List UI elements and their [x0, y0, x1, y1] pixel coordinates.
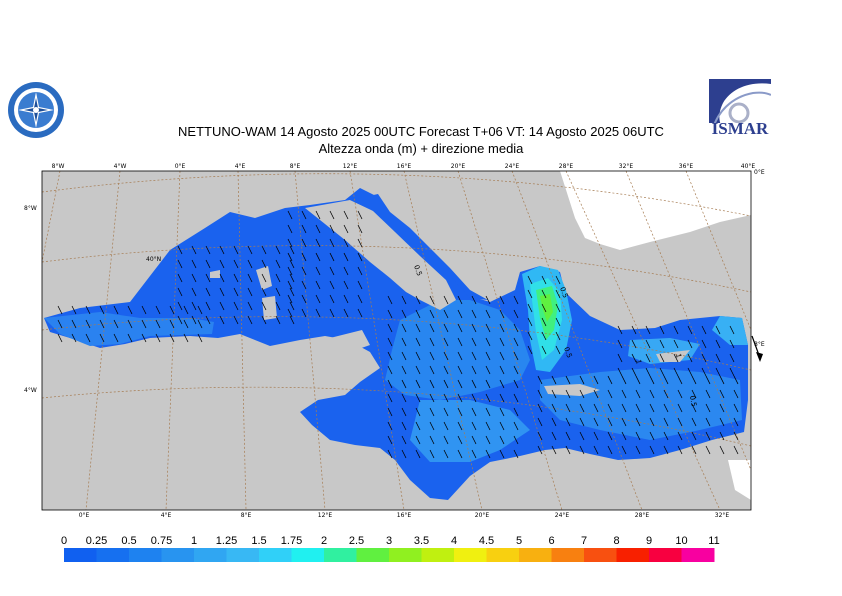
- legend-swatch: [681, 548, 715, 562]
- legend-value: 10: [675, 535, 687, 547]
- legend-swatch: [649, 548, 682, 562]
- legend-value: 4: [451, 535, 457, 547]
- legend-value: 3: [386, 535, 392, 547]
- contour-label: 1: [634, 359, 643, 365]
- legend-value: 11: [708, 535, 719, 547]
- legend-swatch: [421, 548, 455, 562]
- top-lon-label: 20°E: [451, 163, 466, 170]
- legend-swatch: [519, 548, 552, 562]
- legend-swatch: [551, 548, 585, 562]
- legend-swatch: [161, 548, 195, 562]
- top-lon-label: 40°E: [741, 163, 756, 170]
- legend-swatch: [454, 548, 487, 562]
- legend-swatch: [96, 548, 130, 562]
- legend-swatch: [356, 548, 390, 562]
- contour-label: 0.5: [688, 395, 698, 407]
- left-lat-label: 4°W: [24, 387, 37, 394]
- legend-swatch: [291, 548, 325, 562]
- right-lat-label: 8°E: [754, 341, 765, 348]
- legend-value: 1: [191, 535, 197, 547]
- bottom-lon-label: 4°E: [161, 512, 172, 519]
- legend-swatch: [616, 548, 650, 562]
- bottom-lon-label: 24°E: [555, 512, 570, 519]
- edge-arrow-icon: [751, 335, 763, 362]
- legend-swatch: [129, 548, 162, 562]
- top-lon-label: 0°E: [175, 163, 186, 170]
- bottom-lon-label: 20°E: [475, 512, 490, 519]
- contour-label: 0.5: [558, 286, 569, 299]
- map-title: NETTUNO-WAM 14 Agosto 2025 00UTC Forecas…: [178, 124, 664, 139]
- top-lon-label: 8°E: [290, 163, 301, 170]
- ismar-logo: ISMAR: [709, 79, 772, 143]
- legend-swatch: [259, 548, 292, 562]
- legend-value: 0.75: [151, 535, 172, 547]
- bottom-lon-label: 28°E: [635, 512, 650, 519]
- top-lon-label: 32°E: [619, 163, 634, 170]
- legend-value: 1.5: [251, 535, 266, 547]
- top-lon-label: 36°E: [679, 163, 694, 170]
- legend-value: 3.5: [414, 535, 429, 547]
- bottom-lon-label: 32°E: [715, 512, 730, 519]
- legend-value: 0.5: [121, 535, 136, 547]
- legend-value: 8: [613, 535, 619, 547]
- top-lon-label: 16°E: [397, 163, 412, 170]
- legend-value: 2: [321, 535, 327, 547]
- top-lon-label: 8°W: [52, 163, 65, 170]
- top-lon-label: 24°E: [505, 163, 520, 170]
- map-subtitle: Altezza onda (m) + direzione media: [318, 141, 524, 156]
- legend-swatch: [389, 548, 422, 562]
- bottom-lon-label: 8°E: [241, 512, 252, 519]
- top-lon-label: 4°W: [114, 163, 127, 170]
- legend-value: 1.75: [281, 535, 302, 547]
- bottom-lon-label: 12°E: [318, 512, 333, 519]
- contour-label: 1: [674, 353, 683, 359]
- legend-swatch: [64, 548, 97, 562]
- bottom-lon-label: 0°E: [79, 512, 90, 519]
- legend-value: 5: [516, 535, 522, 547]
- legend-swatch: [486, 548, 520, 562]
- top-lon-label: 4°E: [235, 163, 246, 170]
- contour-label: 0.5: [562, 346, 573, 359]
- contour-label: 0.5: [412, 264, 423, 277]
- legend-swatch: [324, 548, 357, 562]
- ismar-logo-text: ISMAR: [711, 119, 769, 138]
- legend-swatch: [194, 548, 227, 562]
- top-lon-label: 12°E: [343, 163, 358, 170]
- top-lon-label: 28°E: [559, 163, 574, 170]
- right-lat-label: 0°E: [754, 169, 765, 176]
- emblem-icon: [8, 82, 64, 138]
- legend-swatch: [584, 548, 617, 562]
- legend-swatch: [226, 548, 260, 562]
- legend-value: 7: [581, 535, 587, 547]
- legend-value: 0.25: [86, 535, 107, 547]
- wave-direction-arrows: [57, 210, 739, 459]
- legend-value: 4.5: [479, 535, 494, 547]
- legend-value: 1.25: [216, 535, 237, 547]
- left-lat-label: 8°W: [24, 205, 37, 212]
- bottom-lon-label: 16°E: [397, 512, 412, 519]
- legend-value: 2.5: [349, 535, 364, 547]
- legend-value: 0: [61, 535, 67, 547]
- lat-label: 40°N: [146, 256, 161, 263]
- map-frame: [41, 170, 752, 511]
- legend-value: 6: [548, 535, 554, 547]
- legend-value: 9: [646, 535, 652, 547]
